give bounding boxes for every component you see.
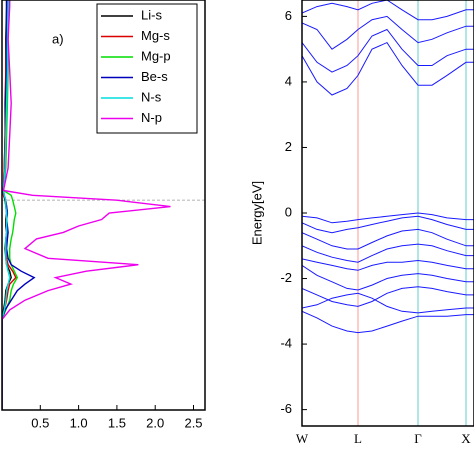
y-tick-label: 4 <box>285 73 292 88</box>
y-tick-label: -2 <box>280 270 292 285</box>
x-tick-label: L <box>354 431 362 446</box>
axes-frame <box>301 0 474 427</box>
x-tick-label: 1.5 <box>108 415 126 430</box>
legend-label: N-s <box>141 89 162 104</box>
band <box>302 15 474 50</box>
y-tick-label: -4 <box>280 336 292 351</box>
x-tick-label: 2.5 <box>184 415 202 430</box>
axes-frame <box>1 0 206 411</box>
y-axis-label: Energy[eV] <box>249 181 264 245</box>
dos-curve <box>2 0 11 410</box>
legend-label: Mg-s <box>141 28 170 43</box>
annotation: a) <box>52 31 64 46</box>
band <box>302 286 474 307</box>
y-tick-label: -6 <box>280 401 292 416</box>
band <box>302 0 474 21</box>
y-tick-label: 0 <box>285 204 292 219</box>
band <box>302 243 474 263</box>
y-tick-label: 2 <box>285 139 292 154</box>
dos-curve <box>2 0 19 410</box>
band <box>302 212 474 224</box>
legend-box <box>96 3 198 134</box>
x-tick-label: W <box>296 431 309 446</box>
x-tick-label: X <box>461 431 471 446</box>
band <box>302 228 474 250</box>
band <box>302 310 474 334</box>
plot-area <box>302 0 474 426</box>
x-tick-label: 1.0 <box>70 415 88 430</box>
band <box>302 215 474 234</box>
band <box>302 264 474 291</box>
x-tick-label: 0.5 <box>31 415 49 430</box>
legend-label: Mg-p <box>141 48 171 63</box>
band <box>302 28 474 73</box>
dos-curve <box>2 0 171 410</box>
legend-label: Be-s <box>141 69 168 84</box>
band <box>302 258 474 271</box>
band <box>302 292 474 314</box>
y-tick-label: 6 <box>285 8 292 23</box>
x-tick-label: 2.0 <box>146 415 164 430</box>
legend-label: N-p <box>141 110 162 125</box>
plot-area <box>2 0 205 410</box>
band <box>302 41 474 96</box>
legend-label: Li-s <box>141 7 162 22</box>
x-tick-label: Γ <box>414 431 422 446</box>
